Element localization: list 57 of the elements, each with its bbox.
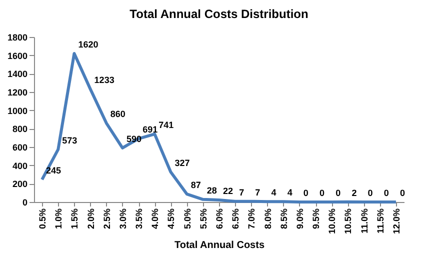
x-tick-label: 6.5% [230, 208, 241, 230]
x-tick-label: 11.0% [359, 208, 370, 234]
x-tick-label: 9.5% [311, 208, 322, 230]
data-label: 1233 [94, 74, 114, 85]
x-tick-label: 5.5% [198, 208, 208, 230]
data-label: 7 [255, 187, 260, 198]
x-tick-label: 1.0% [54, 208, 64, 230]
x-tick-label: 10.0% [327, 208, 338, 234]
x-tick-label: 2.0% [86, 208, 96, 230]
data-label: 327 [174, 158, 190, 168]
data-label: 1620 [78, 40, 98, 50]
y-tick-label: 1400 [7, 69, 28, 80]
data-label: 0 [384, 188, 389, 198]
data-label: 22 [223, 186, 234, 196]
x-tick-label: 6.0% [214, 208, 224, 230]
y-tick-label: 200 [12, 179, 28, 190]
chart-title: Total Annual Costs Distribution [130, 7, 308, 21]
y-tick-label: 800 [12, 124, 28, 134]
y-tick-label: 1600 [7, 50, 28, 61]
data-label: 0 [400, 188, 405, 198]
data-label: 573 [62, 135, 78, 146]
x-tick-label: 7.0% [246, 208, 257, 230]
y-tick-label: 0 [22, 198, 28, 208]
y-tick-label: 600 [12, 142, 28, 152]
data-label: 0 [336, 188, 341, 198]
x-tick-label: 3.5% [134, 208, 144, 230]
x-tick-label: 1.5% [70, 208, 80, 230]
x-tick-label: 0.5% [38, 208, 48, 230]
x-tick-label: 9.0% [294, 208, 305, 230]
y-tick-label: 1800 [7, 32, 28, 42]
data-label: 0 [303, 188, 308, 198]
x-tick-label: 8.5% [278, 208, 289, 230]
data-label: 4 [287, 188, 292, 198]
x-tick-label: 4.0% [150, 208, 160, 230]
data-label: 741 [158, 120, 174, 130]
data-label: 2 [352, 188, 357, 198]
y-tick-label: 400 [12, 160, 28, 171]
line-series [40, 52, 398, 204]
x-tick-label: 11.5% [375, 208, 386, 234]
data-label: 28 [206, 185, 217, 196]
x-tick-label: 3.0% [118, 208, 128, 230]
y-tick-label: 1200 [7, 88, 28, 98]
data-label: 87 [190, 180, 201, 190]
data-label: 0 [320, 188, 325, 198]
data-label: 7 [239, 187, 244, 198]
y-tick-label: 1000 [7, 106, 28, 116]
data-label: 691 [142, 124, 158, 135]
x-axis-title: Total Annual Costs [174, 240, 265, 252]
x-tick-label: 5.0% [182, 208, 192, 230]
x-tick-label: 8.0% [262, 208, 273, 230]
data-label: 0 [368, 188, 373, 198]
x-tick-label: 10.5% [343, 208, 354, 234]
x-tick-label: 12.0% [391, 208, 402, 234]
data-label: 860 [110, 109, 126, 120]
x-tick-label: 2.5% [102, 208, 112, 230]
data-label: 4 [271, 188, 276, 198]
x-tick-label: 4.5% [166, 208, 176, 230]
